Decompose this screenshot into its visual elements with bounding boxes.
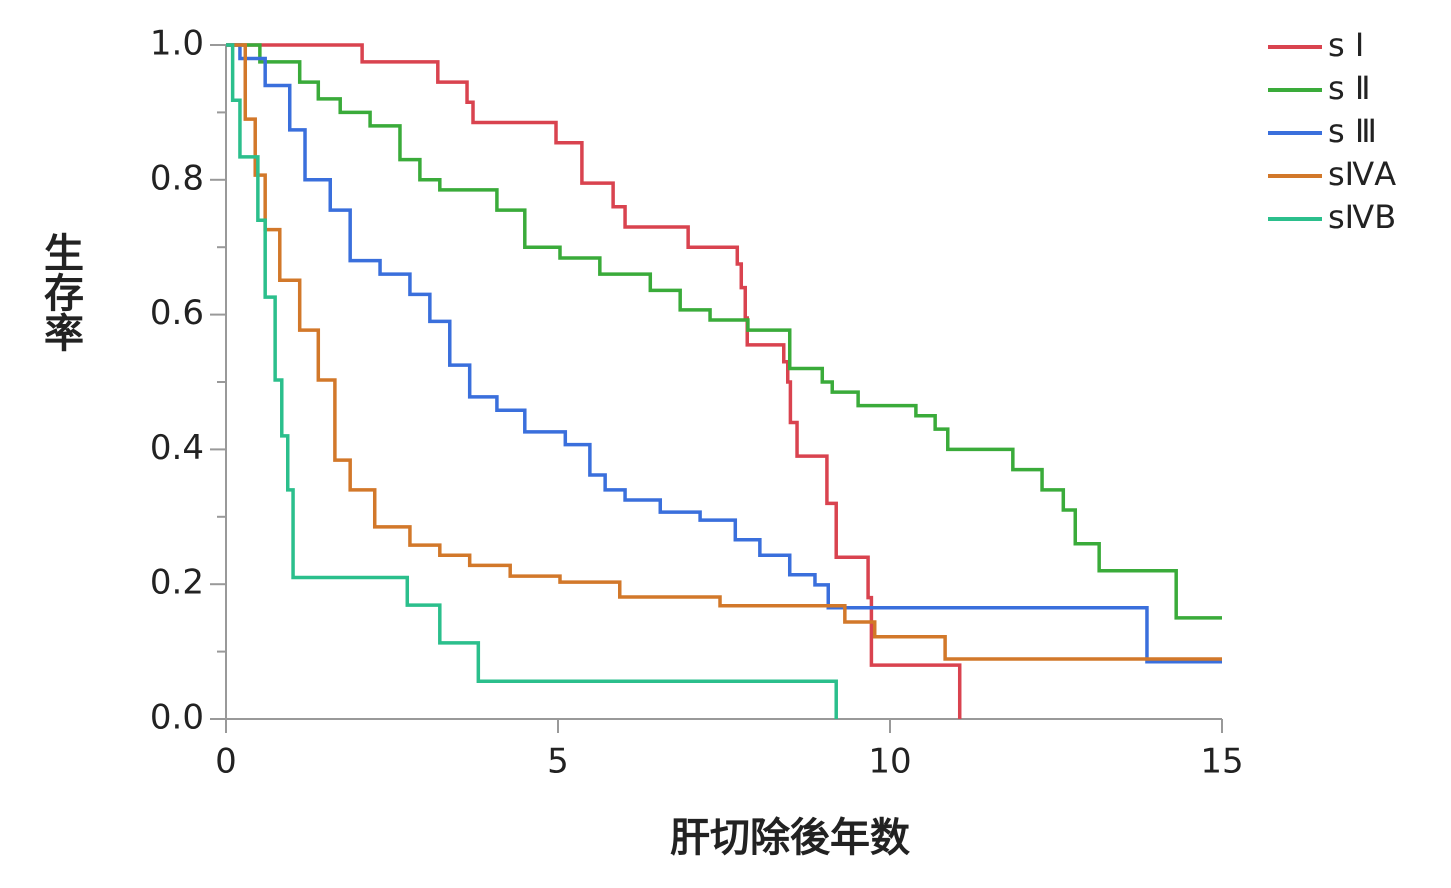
- y-tick-label: 0.2: [150, 563, 204, 603]
- legend-label: sⅣA: [1328, 155, 1396, 193]
- x-tick-label: 15: [1200, 742, 1243, 782]
- legend-label: s Ⅲ: [1328, 112, 1377, 150]
- x-tick-label: 0: [215, 742, 237, 782]
- y-tick-label: 0.4: [150, 428, 204, 468]
- y-tick-label: 0.0: [150, 698, 204, 738]
- survival-curve: [226, 43, 838, 719]
- y-tick-label: 1.0: [150, 24, 204, 64]
- y-tick-label: 0.8: [150, 158, 204, 198]
- legend-label: sⅣB: [1328, 198, 1396, 236]
- y-axis-title: 生存率: [37, 232, 84, 352]
- x-axis-title: 肝切除後年数: [670, 815, 910, 861]
- survival-curve: [226, 43, 1222, 620]
- survival-curve: [226, 43, 962, 719]
- legend-label: s Ⅱ: [1328, 69, 1371, 107]
- legend-label: s Ⅰ: [1328, 26, 1364, 64]
- survival-curve: [226, 43, 1222, 664]
- y-tick-label: 0.6: [150, 293, 204, 333]
- x-tick-label: 5: [547, 742, 569, 782]
- survival-curve: [226, 43, 1222, 661]
- x-tick-label: 10: [868, 742, 911, 782]
